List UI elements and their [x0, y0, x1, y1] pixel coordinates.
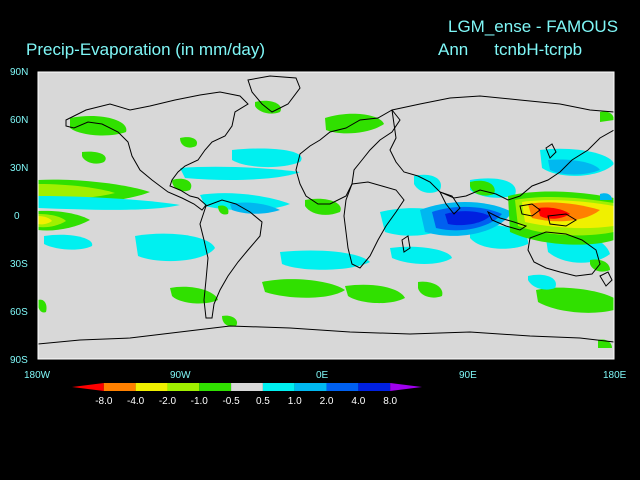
lat-label: 90S	[10, 355, 28, 366]
field-region	[38, 216, 52, 225]
colorbar-label: -2.0	[159, 396, 177, 407]
coastline	[439, 191, 461, 215]
colorbar-swatch	[135, 383, 168, 391]
coastline	[599, 271, 613, 287]
field-region	[38, 184, 115, 200]
lon-label: 90E	[459, 370, 477, 381]
colorbar-swatch	[262, 383, 295, 391]
colorbar-label: 1.0	[288, 396, 302, 407]
season-label: Ann	[438, 40, 469, 59]
colorbar-label: 2.0	[320, 396, 334, 407]
lat-label: 0	[14, 211, 20, 222]
coastline	[486, 210, 528, 231]
colorbar-swatch	[167, 383, 200, 391]
model-title: LGM_ense - FAMOUS	[448, 17, 619, 36]
colorbar-swatch	[103, 383, 136, 391]
colorbar: -8.0 -4.0 -2.0 -1.0 -0.5 0.5 1.0 2.0 4.0 8.0	[72, 383, 422, 407]
colorbar-swatch	[326, 383, 359, 391]
colorbar-swatch	[231, 383, 263, 391]
field-region	[222, 315, 238, 327]
coastline	[547, 213, 577, 227]
field-region	[590, 259, 610, 272]
field-region	[38, 299, 47, 313]
field-region	[414, 174, 441, 193]
colorbar-swatch	[294, 383, 327, 391]
longitude-labels: 180W 90W 0E 90E 180E	[24, 370, 627, 381]
coastline	[519, 203, 541, 217]
colorbar-label: -4.0	[127, 396, 145, 407]
coastline	[343, 181, 405, 269]
field-region	[180, 137, 198, 148]
lon-label: 180W	[24, 370, 51, 381]
colorbar-label: 4.0	[351, 396, 365, 407]
lat-label: 60S	[10, 307, 28, 318]
field-region	[262, 279, 345, 298]
field-region	[180, 166, 300, 180]
experiment-label: tcnbH-tcrpb	[494, 40, 583, 59]
colorbar-swatch	[199, 383, 232, 391]
run-info: Ann tcnbH-tcrpb	[438, 40, 582, 60]
map-border	[37, 71, 615, 360]
field-region	[418, 281, 443, 298]
lon-label: 180E	[603, 370, 627, 381]
colorbar-swatch	[72, 383, 104, 391]
colorbar-label: 0.5	[256, 396, 270, 407]
colorbar-swatch	[390, 383, 422, 391]
field-region	[218, 205, 229, 215]
field-region	[172, 178, 192, 192]
lat-label: 60N	[10, 115, 28, 126]
coastlines	[38, 75, 614, 345]
field-region	[70, 115, 127, 136]
lat-label: 30S	[10, 259, 28, 270]
coastline	[389, 95, 614, 201]
colorbar-swatch	[358, 383, 391, 391]
coastline	[65, 91, 249, 211]
field-region	[135, 233, 215, 262]
coastline	[38, 325, 614, 345]
coastline	[295, 109, 401, 205]
colorbar-label: 8.0	[383, 396, 397, 407]
lat-label: 90N	[10, 67, 28, 78]
coastline	[199, 199, 263, 319]
field-region	[600, 193, 612, 200]
field-region	[44, 234, 93, 250]
colorbar-label: -0.5	[222, 396, 240, 407]
field-region	[538, 207, 570, 219]
lat-label: 30N	[10, 163, 28, 174]
field-region	[445, 211, 490, 226]
field-region	[528, 274, 556, 290]
field-region	[345, 284, 405, 304]
latitude-labels: 90N 60N 30N 0 30S 60S 90S	[10, 67, 28, 366]
coastline	[527, 231, 601, 277]
field-region	[230, 202, 280, 214]
field-region	[536, 287, 614, 313]
coastline	[401, 235, 411, 253]
lon-label: 90W	[170, 370, 191, 381]
coastline	[545, 143, 557, 159]
field-region	[170, 286, 218, 304]
field-region	[600, 111, 614, 122]
coastline	[247, 75, 301, 113]
colorbar-label: -8.0	[95, 396, 113, 407]
field-region	[280, 250, 370, 270]
field-region	[82, 151, 106, 164]
colorbar-label: -1.0	[191, 396, 209, 407]
variable-title: Precip-Evaporation (in mm/day)	[26, 40, 266, 59]
field-region	[38, 196, 180, 210]
lon-label: 0E	[316, 370, 329, 381]
field-region	[232, 148, 302, 168]
